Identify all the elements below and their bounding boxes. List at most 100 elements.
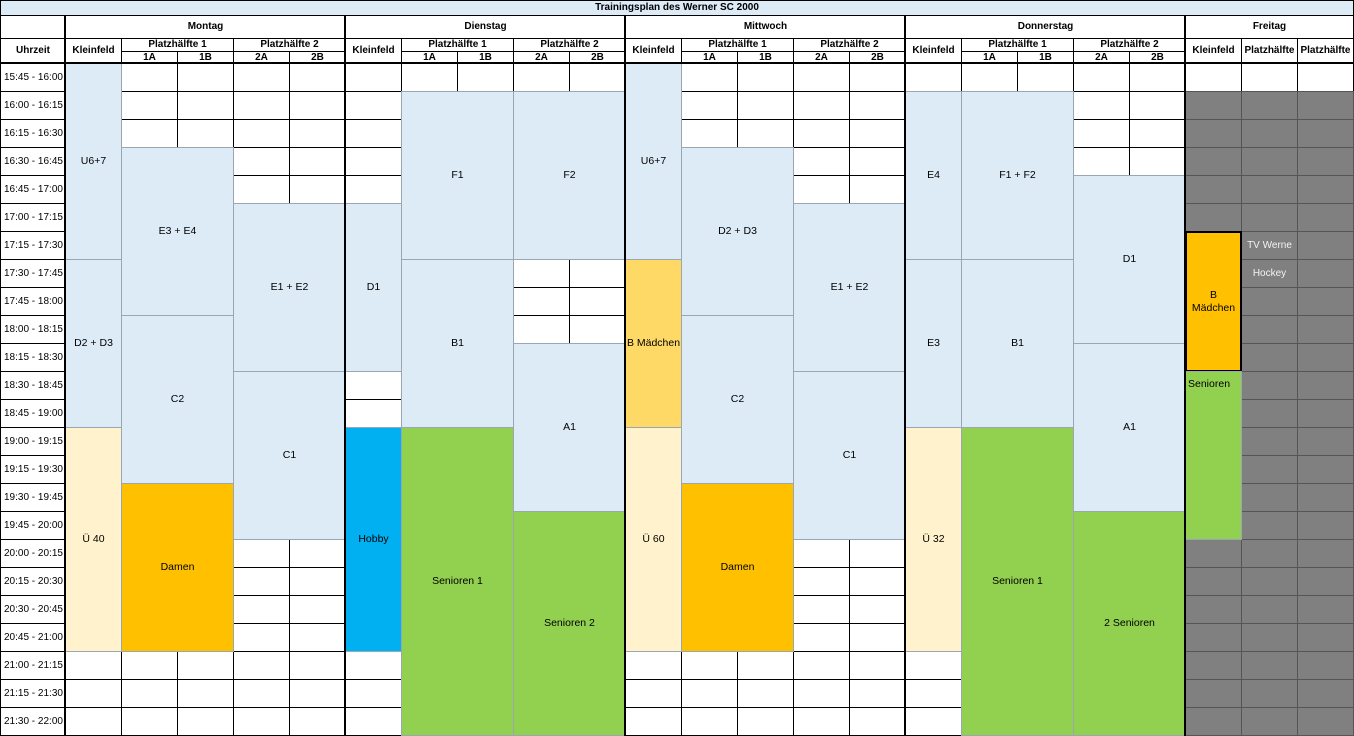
training-block: Senioren 2 [513, 511, 626, 736]
empty-cell [345, 707, 402, 736]
empty-cell [1073, 119, 1130, 148]
training-block: C1 [233, 371, 346, 540]
empty-cell [625, 651, 682, 680]
empty-cell [1297, 567, 1354, 596]
empty-cell [233, 119, 290, 148]
time-label: 18:30 - 18:45 [0, 371, 66, 400]
block-note: Hockey [1252, 267, 1287, 279]
empty-cell [289, 679, 346, 708]
empty-cell [1297, 511, 1354, 540]
empty-cell [289, 623, 346, 652]
empty-cell [1073, 91, 1130, 120]
empty-cell [1241, 91, 1298, 120]
training-block: Ü 60 [625, 427, 682, 652]
empty-cell [233, 623, 290, 652]
empty-cell [737, 707, 794, 736]
empty-cell [1185, 119, 1242, 148]
time-label: 18:00 - 18:15 [0, 315, 66, 344]
day-separator [624, 15, 626, 736]
empty-cell [1297, 539, 1354, 568]
empty-cell [1185, 203, 1242, 232]
empty-cell [121, 63, 178, 92]
time-label: 21:15 - 21:30 [0, 679, 66, 708]
empty-cell [289, 63, 346, 92]
time-label: 16:30 - 16:45 [0, 147, 66, 176]
empty-cell [1129, 147, 1186, 176]
time-label: 17:15 - 17:30 [0, 231, 66, 260]
empty-cell [1241, 651, 1298, 680]
empty-cell [345, 63, 402, 92]
empty-cell [793, 91, 850, 120]
time-label: 20:45 - 21:00 [0, 623, 66, 652]
training-block: Hobby [345, 427, 402, 652]
empty-cell [681, 707, 738, 736]
empty-cell [345, 679, 402, 708]
empty-cell [1185, 175, 1242, 204]
empty-cell [625, 707, 682, 736]
empty-cell [1241, 343, 1298, 372]
empty-cell [793, 63, 850, 92]
column-header: Kleinfeld [345, 38, 402, 64]
training-block: E3 [905, 259, 962, 428]
training-block: Ü 40 [65, 427, 122, 652]
training-block: Damen [121, 483, 234, 652]
time-label: 17:00 - 17:15 [0, 203, 66, 232]
empty-cell [1297, 371, 1354, 400]
training-block: Ü 32 [905, 427, 962, 652]
training-block: D2 + D3 [681, 147, 794, 316]
empty-cell [1185, 679, 1242, 708]
block-note: TV Werne [1247, 239, 1292, 251]
column-header: Kleinfeld [905, 38, 962, 64]
empty-cell [737, 679, 794, 708]
empty-cell [233, 679, 290, 708]
empty-cell [1241, 483, 1298, 512]
day-header: Montag [65, 15, 346, 39]
column-header: Platzhälfte 1 [401, 38, 514, 52]
training-block: E1 + E2 [793, 203, 906, 372]
empty-cell [737, 91, 794, 120]
empty-cell [121, 679, 178, 708]
empty-cell [905, 63, 962, 92]
empty-cell [681, 63, 738, 92]
empty-cell [793, 679, 850, 708]
column-header: Platzhälfte 1 [121, 38, 234, 52]
empty-cell [681, 91, 738, 120]
empty-cell [1185, 567, 1242, 596]
corner-cell [0, 15, 66, 39]
empty-cell [1017, 63, 1074, 92]
time-label: 20:15 - 20:30 [0, 567, 66, 596]
empty-cell [737, 119, 794, 148]
empty-cell [233, 567, 290, 596]
column-header: Platzhälfte 2 [513, 38, 626, 52]
empty-cell [849, 119, 906, 148]
column-header: Platzhälfte 2 [233, 38, 346, 52]
training-block: Senioren [1185, 371, 1242, 540]
time-label: 16:15 - 16:30 [0, 119, 66, 148]
column-header: Platzhälfte 1 [681, 38, 794, 52]
empty-cell [625, 679, 682, 708]
day-header: Dienstag [345, 15, 626, 39]
empty-cell [513, 315, 570, 344]
empty-cell [849, 679, 906, 708]
empty-cell [1185, 623, 1242, 652]
empty-cell [1297, 343, 1354, 372]
empty-cell [1297, 231, 1354, 260]
empty-cell [289, 651, 346, 680]
empty-cell [1241, 427, 1298, 456]
column-header: Kleinfeld [625, 38, 682, 64]
column-header: Platzhälfte [1297, 38, 1354, 64]
empty-cell [849, 595, 906, 624]
column-header: Kleinfeld [65, 38, 122, 64]
empty-cell [1241, 455, 1298, 484]
time-label: 17:30 - 17:45 [0, 259, 66, 288]
day-separator [344, 15, 346, 736]
empty-cell [569, 259, 626, 288]
time-label: 18:45 - 19:00 [0, 399, 66, 428]
empty-cell [1297, 455, 1354, 484]
empty-cell [737, 651, 794, 680]
empty-cell [1185, 147, 1242, 176]
time-label: 19:45 - 20:00 [0, 511, 66, 540]
empty-cell [1297, 707, 1354, 736]
empty-cell [1241, 175, 1298, 204]
